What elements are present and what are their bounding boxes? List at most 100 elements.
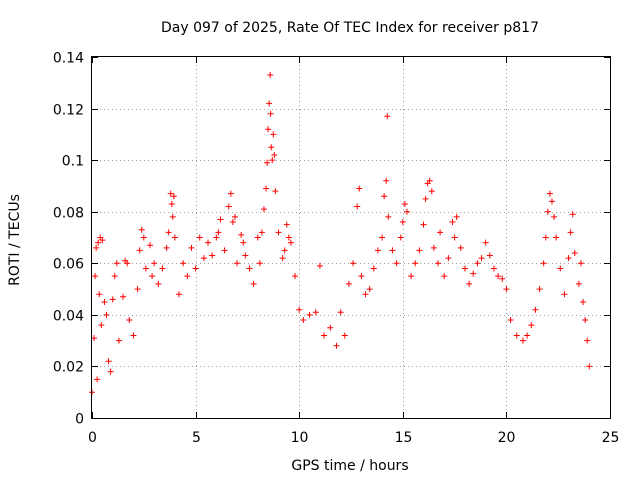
data-point [113, 260, 120, 267]
data-point [401, 200, 408, 207]
data-point [546, 190, 553, 197]
data-point [519, 337, 526, 344]
data-point [428, 188, 435, 195]
data-point [238, 231, 245, 238]
data-point [250, 280, 257, 287]
data-point [92, 273, 99, 280]
data-point [103, 311, 110, 318]
data-point [384, 113, 391, 120]
data-point [192, 265, 199, 272]
data-point [553, 234, 560, 241]
data-point [136, 247, 143, 254]
data-point [234, 260, 241, 267]
x-tick-label: 25 [602, 430, 620, 446]
data-point [240, 239, 247, 246]
data-point [120, 293, 127, 300]
data-point [124, 260, 131, 267]
data-point [256, 260, 263, 267]
data-point [582, 317, 589, 324]
data-point [366, 286, 373, 293]
plot-frame [91, 56, 611, 419]
data-point [478, 255, 485, 262]
y-tick-label: 0.12 [53, 103, 84, 119]
data-point [565, 255, 572, 262]
data-point [544, 208, 551, 215]
data-point [200, 255, 207, 262]
data-point [101, 298, 108, 305]
data-point [285, 234, 292, 241]
data-point [268, 144, 275, 151]
data-point [292, 273, 299, 280]
data-point [389, 247, 396, 254]
data-point [540, 260, 547, 267]
data-point [420, 221, 427, 228]
data-point [399, 219, 406, 226]
data-point [422, 195, 429, 202]
data-point [94, 376, 101, 383]
data-point [495, 273, 502, 280]
data-point [312, 309, 319, 316]
data-point [374, 247, 381, 254]
data-point [165, 229, 172, 236]
data-point [551, 213, 558, 220]
data-point [441, 273, 448, 280]
data-point [362, 291, 369, 298]
x-axis-label: GPS time / hours [291, 458, 408, 474]
data-point [532, 306, 539, 313]
data-point [296, 306, 303, 313]
data-point [499, 275, 506, 282]
data-point [258, 229, 265, 236]
data-point [408, 273, 415, 280]
data-point [453, 213, 460, 220]
data-point [229, 219, 236, 226]
data-point [138, 226, 145, 233]
data-point [557, 265, 564, 272]
data-point [287, 239, 294, 246]
data-point [260, 206, 267, 213]
data-point [99, 237, 106, 244]
data-point [370, 265, 377, 272]
data-point [279, 255, 286, 262]
data-point [269, 157, 276, 164]
data-point [451, 234, 458, 241]
data-point [130, 332, 137, 339]
data-point [385, 213, 392, 220]
data-point [350, 260, 357, 267]
data-point [575, 280, 582, 287]
data-point [513, 332, 520, 339]
data-point [333, 342, 340, 349]
y-tick-label: 0.08 [53, 206, 84, 222]
y-tick-label: 0.14 [53, 51, 84, 67]
data-point [215, 229, 222, 236]
data-point [149, 273, 156, 280]
data-point [188, 244, 195, 251]
data-point [503, 286, 510, 293]
x-tick-label: 15 [395, 430, 413, 446]
data-point [163, 244, 170, 251]
data-point [98, 322, 105, 329]
data-point [403, 208, 410, 215]
data-point [180, 260, 187, 267]
data-point [221, 247, 228, 254]
data-point [381, 193, 388, 200]
data-point [536, 286, 543, 293]
data-marks [89, 72, 593, 396]
data-point [159, 265, 166, 272]
data-point [474, 260, 481, 267]
data-point [580, 298, 587, 305]
data-point [321, 332, 328, 339]
data-point [341, 332, 348, 339]
data-point [246, 265, 253, 272]
data-point [272, 188, 279, 195]
data-point [267, 72, 274, 79]
data-point [111, 273, 118, 280]
data-point [571, 249, 578, 256]
data-point [435, 260, 442, 267]
data-point [528, 322, 535, 329]
data-point [140, 234, 147, 241]
data-point [577, 260, 584, 267]
data-point [584, 337, 591, 344]
data-point [354, 203, 361, 210]
data-point [300, 317, 307, 324]
